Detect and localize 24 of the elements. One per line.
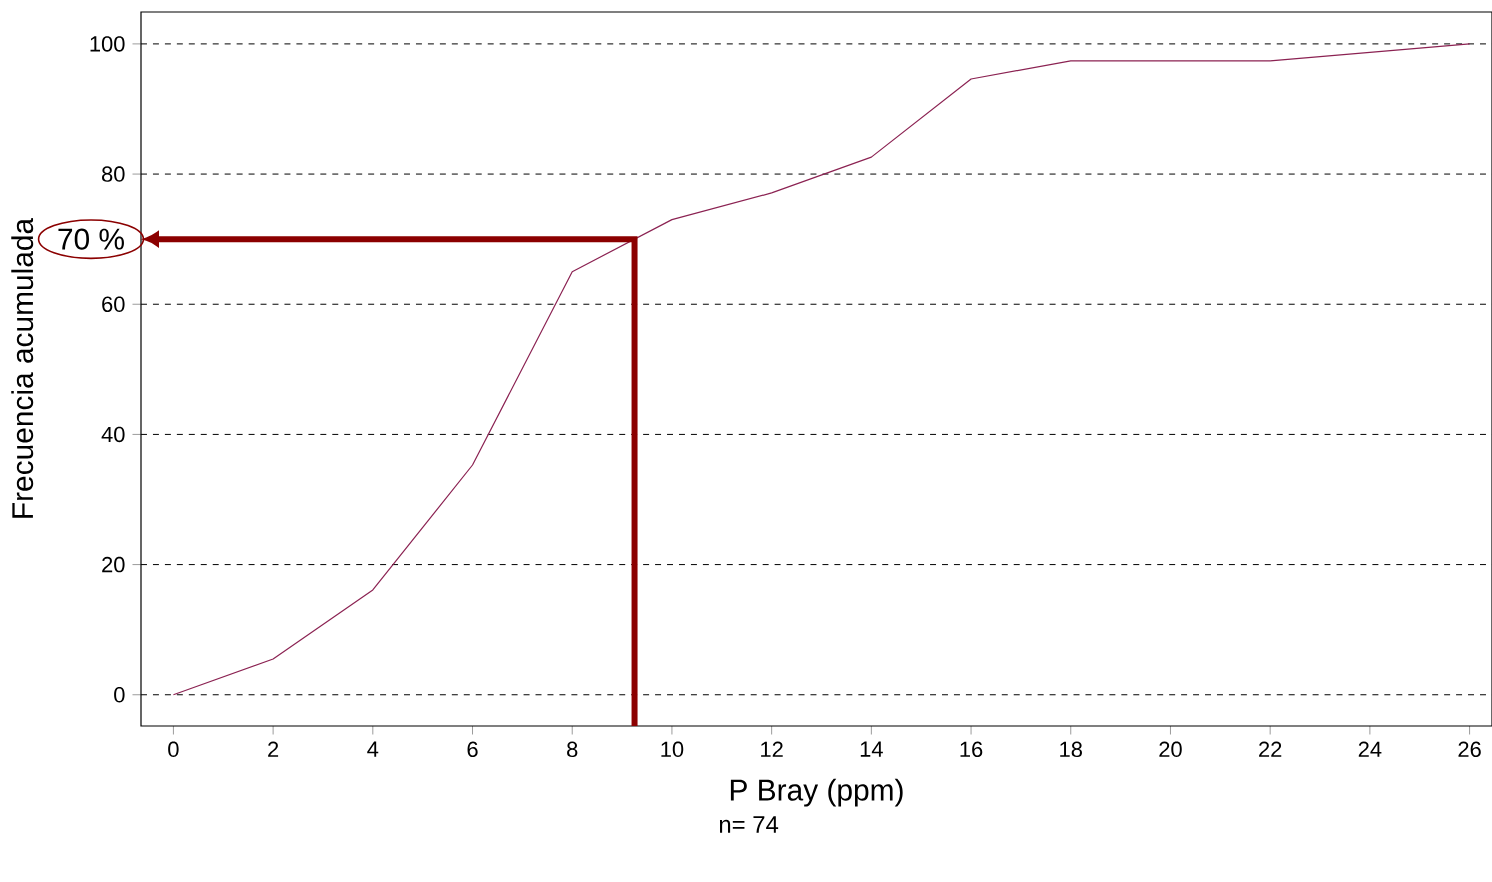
- x-axis-title: P Bray (ppm): [730, 778, 903, 807]
- y-tick-label: 80: [102, 166, 125, 182]
- x-tick-label: 14: [860, 741, 883, 757]
- x-tick-label: 24: [1358, 741, 1382, 757]
- y-axis-title: Frecuencia acumulada: [11, 217, 34, 518]
- x-tick-label: 8: [567, 741, 578, 758]
- x-tick-label: 0: [168, 741, 179, 758]
- y-tick-label: 40: [101, 426, 125, 443]
- y-tick-label: 100: [90, 36, 125, 52]
- ref-line-label: 70 %: [58, 228, 124, 250]
- x-tick-label: 16: [960, 741, 983, 758]
- x-tick-label: 22: [1259, 741, 1282, 757]
- text: n= 74: [719, 816, 779, 833]
- y-tick-label: 20: [102, 556, 125, 573]
- x-tick-label: 4: [367, 741, 379, 757]
- x-tick-label: 20: [1159, 741, 1182, 758]
- y-tick-label: 60: [102, 296, 125, 312]
- x-tick-label: 12: [761, 741, 783, 757]
- x-tick-label: 10: [661, 741, 684, 758]
- x-tick-label: 2: [268, 741, 279, 757]
- x-tick-label: 6: [467, 741, 478, 758]
- y-tick-label: 0: [114, 687, 125, 703]
- x-tick-label: 26: [1458, 741, 1481, 758]
- x-tick-label: 18: [1060, 741, 1082, 758]
